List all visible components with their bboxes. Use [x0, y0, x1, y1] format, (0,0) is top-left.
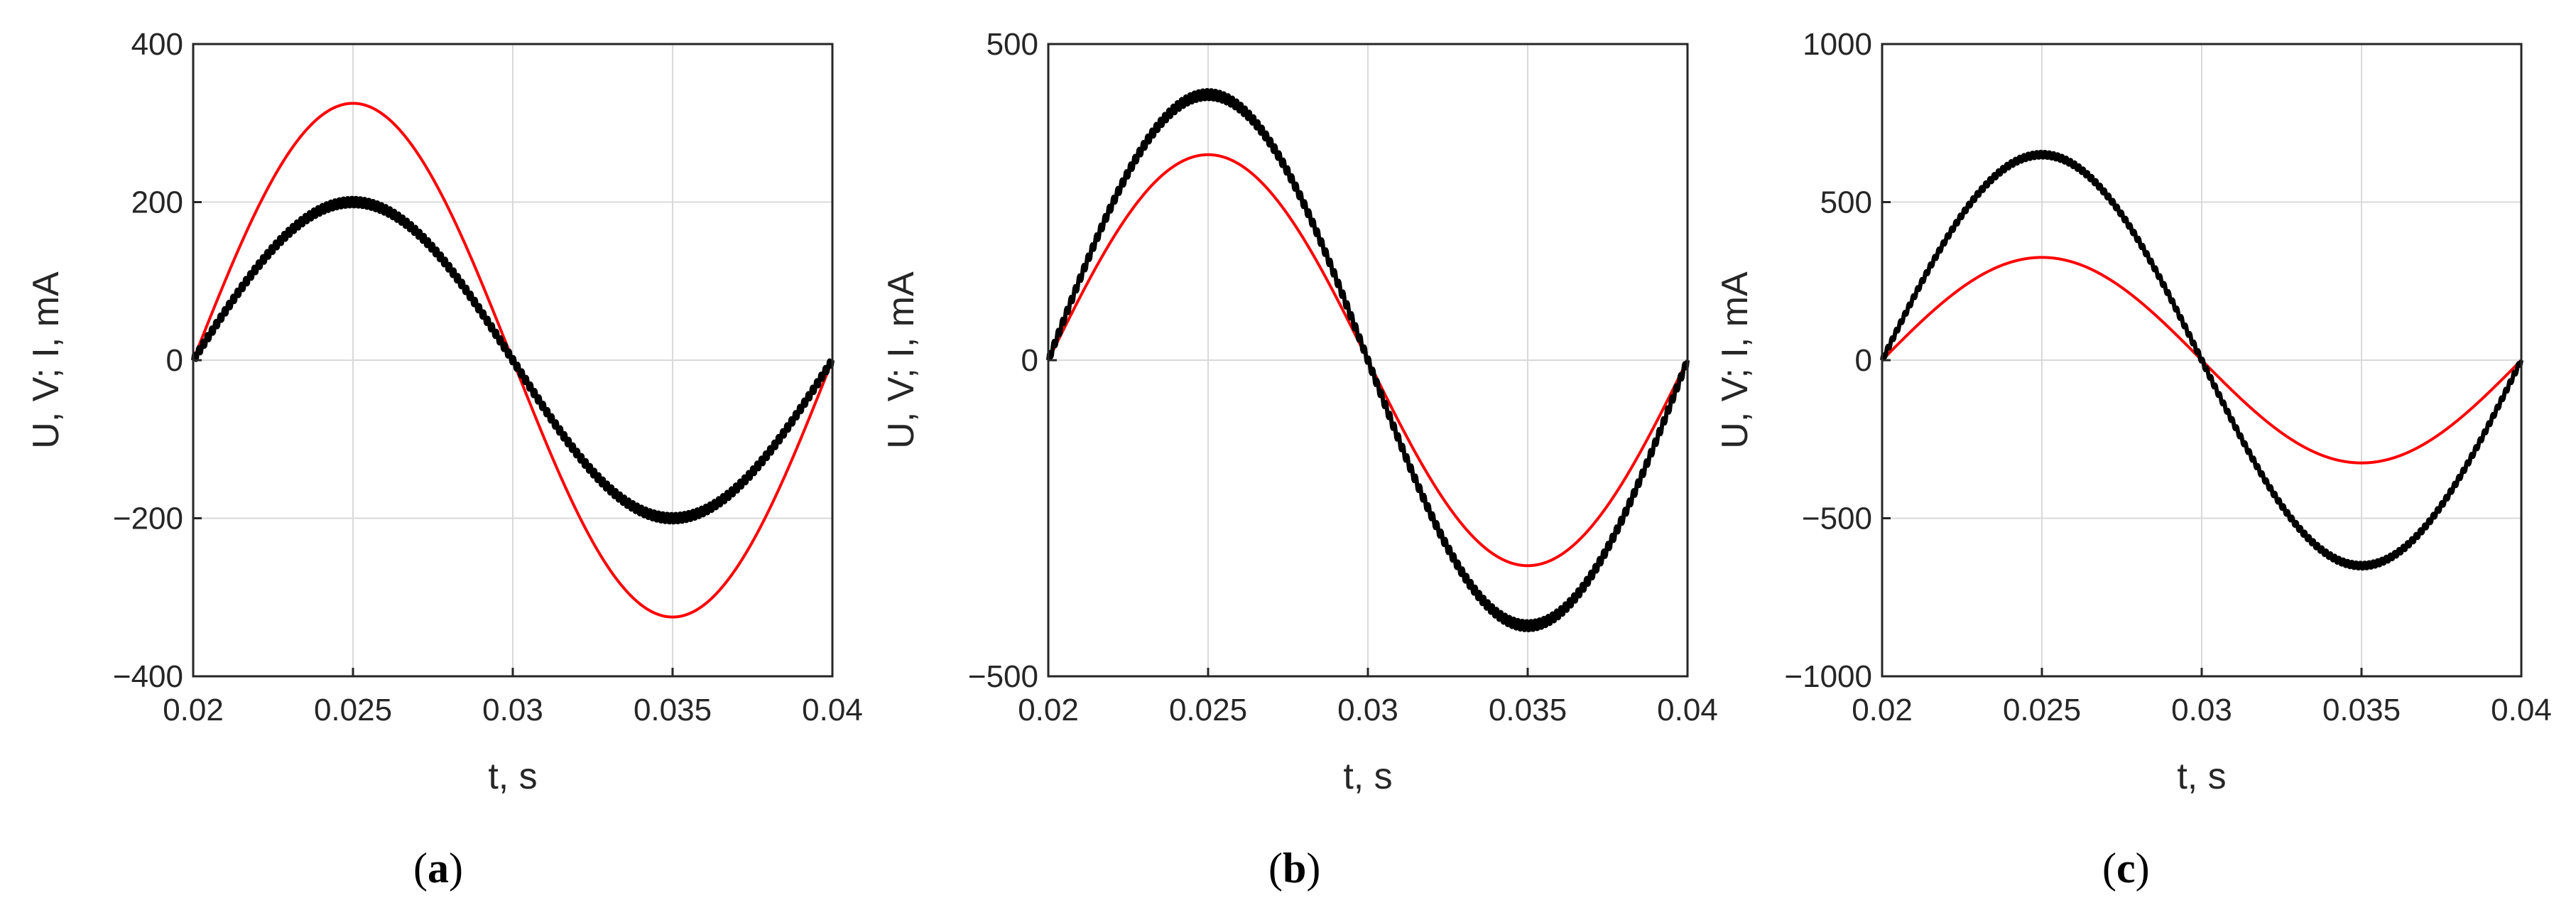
panel-label-b: (b)	[1268, 845, 1320, 892]
panel-label-c: (c)	[2102, 845, 2150, 892]
panel-a: 400 200 0 −200 −400 0.02 0.025 0.03 0.035 0.04 t…	[26, 27, 863, 892]
y-tick-label: −500	[968, 659, 1038, 694]
x-axis-label-c: t, s	[2177, 756, 2226, 797]
x-tick-label: 0.025	[1169, 693, 1247, 727]
panel-letter-a: a	[428, 845, 449, 892]
series-line-2	[1880, 149, 2523, 571]
y-tick-label: 400	[131, 27, 183, 62]
x-ticks-b: 0.02 0.025 0.03 0.035 0.04	[1018, 668, 1718, 727]
y-ticks-c: 1000 500 0 −500 −1000	[1784, 27, 1891, 694]
x-axis-label-a: t, s	[488, 756, 537, 797]
x-tick-label: 0.04	[1657, 693, 1718, 727]
x-axis-label-b: t, s	[1343, 756, 1392, 797]
series-line-2	[191, 195, 835, 525]
panel-b: 500 0 −500 0.02 0.025 0.03 0.035 0.04 t, s U, …	[881, 27, 1718, 892]
y-tick-label: 1000	[1803, 27, 1872, 62]
series-group-a	[191, 102, 835, 619]
y-tick-label: −400	[113, 659, 183, 694]
y-tick-label: 0	[1855, 343, 1872, 378]
x-tick-label: 0.025	[314, 693, 392, 727]
x-ticks-a: 0.02 0.025 0.03 0.035 0.04	[163, 668, 863, 727]
y-ticks-a: 400 200 0 −200 −400	[113, 27, 202, 694]
y-tick-label: 500	[1820, 185, 1872, 220]
panel-label-a: (a)	[413, 845, 463, 892]
y-axis-label-c: U, V; I, mA	[1714, 271, 1756, 449]
panel-letter-c: c	[2116, 845, 2136, 892]
series-group-b	[1046, 88, 1690, 632]
x-tick-label: 0.02	[163, 693, 224, 727]
y-tick-label: −500	[1802, 502, 1872, 536]
x-tick-label: 0.04	[802, 693, 863, 727]
y-tick-label: −200	[113, 502, 183, 536]
series-group-c	[1880, 149, 2523, 571]
x-tick-label: 0.02	[1018, 693, 1079, 727]
x-tick-label: 0.035	[2322, 693, 2401, 727]
y-tick-label: 0	[1021, 343, 1038, 378]
x-tick-label: 0.03	[1337, 693, 1398, 727]
x-tick-label: 0.035	[1489, 693, 1567, 727]
x-tick-label: 0.025	[2003, 693, 2081, 727]
series-line-2	[1046, 88, 1690, 632]
x-ticks-c: 0.02 0.025 0.03 0.035 0.04	[1852, 668, 2552, 727]
x-tick-label: 0.03	[482, 693, 543, 727]
x-tick-label: 0.02	[1852, 693, 1913, 727]
panel-c: 1000 500 0 −500 −1000 0.02 0.025 0.03 0.035 0.04…	[1714, 27, 2552, 892]
x-tick-label: 0.03	[2171, 693, 2232, 727]
x-tick-label: 0.04	[2491, 693, 2552, 727]
x-tick-label: 0.035	[634, 693, 712, 727]
y-tick-label: −1000	[1784, 659, 1872, 694]
y-tick-label: 0	[166, 343, 183, 378]
panel-letter-b: b	[1283, 845, 1306, 892]
y-tick-label: 200	[131, 185, 183, 220]
y-axis-label-b: U, V; I, mA	[881, 271, 922, 449]
y-ticks-b: 500 0 −500	[968, 27, 1057, 694]
y-axis-label-a: U, V; I, mA	[26, 271, 67, 449]
y-tick-label: 500	[987, 27, 1038, 62]
